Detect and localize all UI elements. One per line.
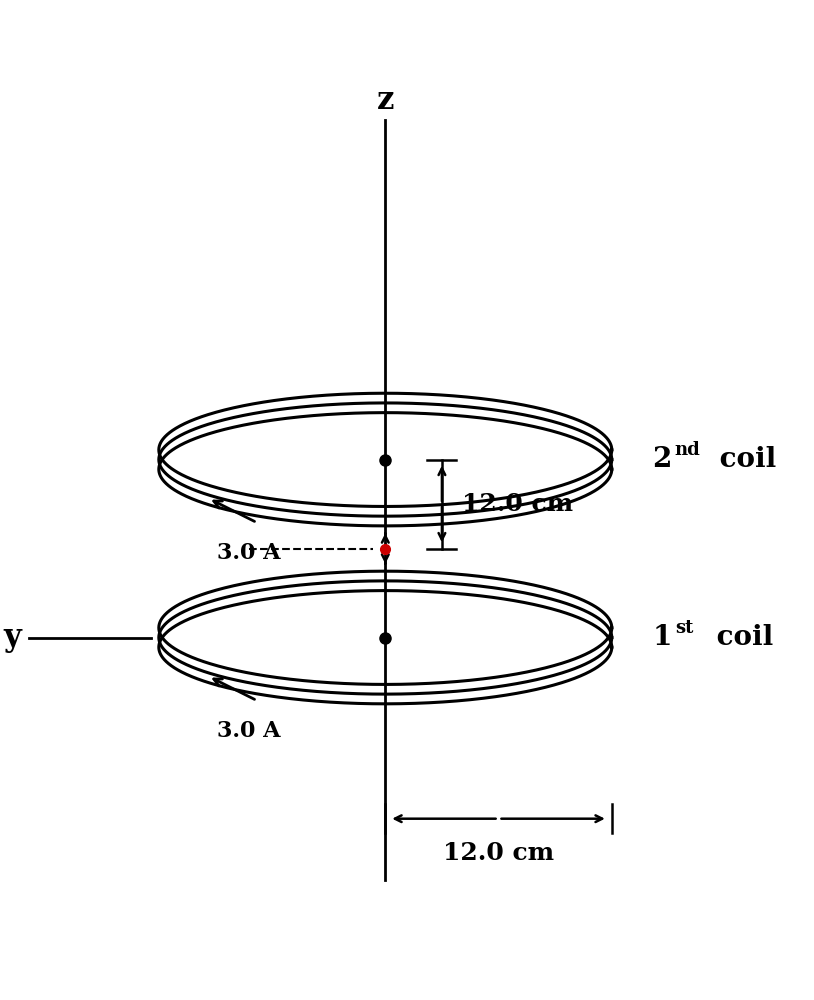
Text: st: st	[675, 619, 694, 637]
Text: z: z	[377, 85, 394, 116]
Text: coil: coil	[711, 446, 777, 473]
Text: y: y	[3, 622, 21, 653]
Text: coil: coil	[707, 624, 773, 651]
Text: 2: 2	[652, 446, 672, 473]
Text: 12.0 cm: 12.0 cm	[443, 841, 554, 865]
Text: 1: 1	[652, 624, 672, 651]
Text: nd: nd	[675, 441, 701, 459]
Text: 12.0 cm: 12.0 cm	[462, 492, 573, 516]
Text: 3.0 A: 3.0 A	[217, 720, 281, 742]
Text: 3.0 A: 3.0 A	[217, 542, 281, 564]
